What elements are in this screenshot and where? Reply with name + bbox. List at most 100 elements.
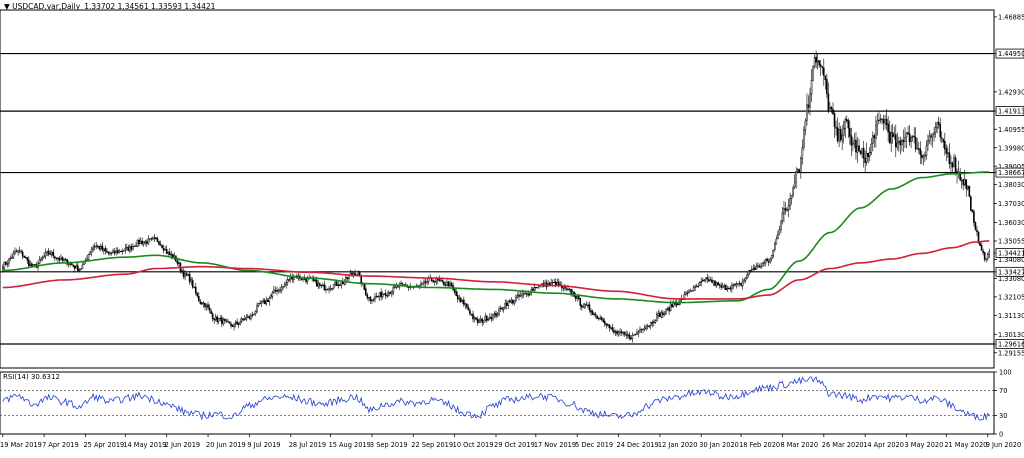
svg-text:30: 30 xyxy=(999,412,1007,420)
y-tick-label: 1.33080 xyxy=(994,275,1024,283)
candle xyxy=(594,312,597,319)
candle xyxy=(136,239,139,247)
candle xyxy=(449,280,451,287)
candle xyxy=(942,138,945,149)
candle xyxy=(584,302,586,310)
candle xyxy=(205,303,208,311)
candle xyxy=(450,281,453,287)
x-tick-label: 20 Jun 2019 xyxy=(206,434,246,449)
candle xyxy=(827,82,830,114)
candle xyxy=(692,285,695,292)
candle xyxy=(591,309,594,315)
candle xyxy=(712,280,715,287)
candle xyxy=(8,258,10,268)
x-tick-label: 21 May 2020 xyxy=(944,434,987,449)
candle xyxy=(842,120,845,144)
y-tick-label: 1.30130 xyxy=(994,331,1024,339)
moving-average-red xyxy=(2,240,990,300)
candle xyxy=(461,299,464,304)
candle xyxy=(803,126,805,151)
candle xyxy=(914,127,917,153)
candle xyxy=(873,133,876,148)
candle xyxy=(623,331,626,337)
candle xyxy=(974,221,977,232)
candle xyxy=(421,282,424,286)
candle xyxy=(234,320,237,328)
candle xyxy=(626,331,629,339)
candle xyxy=(320,284,323,289)
candle xyxy=(3,261,6,271)
candle xyxy=(279,287,281,294)
candle xyxy=(940,131,943,144)
candle xyxy=(475,317,477,321)
y-tick-label: 1.34421 xyxy=(994,248,1024,258)
candle xyxy=(780,220,782,234)
candle xyxy=(778,225,781,236)
candle xyxy=(106,247,108,254)
candle xyxy=(888,120,891,144)
candle xyxy=(856,136,859,164)
x-tick-label: 22 Sep 2019 xyxy=(411,434,453,449)
candle xyxy=(599,314,601,320)
candle xyxy=(639,326,641,334)
candle xyxy=(698,280,701,286)
candle xyxy=(640,328,643,334)
candle xyxy=(773,241,776,253)
candle xyxy=(386,291,389,299)
candle xyxy=(951,161,954,173)
candle xyxy=(714,280,716,287)
y-tick-label: 1.46885 xyxy=(994,14,1024,22)
candle xyxy=(446,278,448,287)
svg-text:22 Sep 2019: 22 Sep 2019 xyxy=(411,441,453,449)
candle xyxy=(122,250,125,252)
candle xyxy=(233,323,235,331)
candle xyxy=(268,296,271,306)
candle xyxy=(11,253,13,260)
svg-text:3 Sep 2019: 3 Sep 2019 xyxy=(370,441,408,449)
candle xyxy=(49,250,52,256)
candle xyxy=(262,297,264,304)
candle xyxy=(764,258,767,267)
candle xyxy=(968,185,971,198)
candle xyxy=(588,301,591,313)
candle xyxy=(493,310,496,318)
candle xyxy=(608,324,611,332)
candle xyxy=(490,313,493,322)
x-tick-label: 3 Sep 2019 xyxy=(370,434,408,449)
candle xyxy=(919,141,922,165)
candle xyxy=(515,294,517,303)
y-tick-label: 1.36030 xyxy=(994,219,1024,227)
candle xyxy=(155,237,157,240)
y-tick-label: 1.39005 xyxy=(994,163,1024,171)
candle xyxy=(622,331,624,337)
candle xyxy=(597,316,600,321)
candle xyxy=(879,114,882,124)
svg-text:9 Jun 2020: 9 Jun 2020 xyxy=(986,441,1021,449)
candle xyxy=(118,248,120,254)
candle xyxy=(960,177,963,189)
candle xyxy=(338,283,341,287)
candle xyxy=(6,260,9,268)
candle xyxy=(119,250,122,253)
candle xyxy=(391,290,393,298)
candle xyxy=(145,239,148,248)
candle xyxy=(81,262,84,269)
candle xyxy=(168,248,171,256)
candle xyxy=(516,292,519,299)
y-tick-label: 1.29616 xyxy=(994,339,1024,349)
candle xyxy=(334,280,336,287)
candle xyxy=(746,271,749,279)
candle xyxy=(470,313,473,317)
candle xyxy=(631,332,634,343)
y-tick-label: 1.44950 xyxy=(994,48,1024,59)
candle xyxy=(580,303,583,311)
candle xyxy=(830,106,833,114)
candle xyxy=(239,318,241,326)
candle xyxy=(210,308,212,314)
candle xyxy=(248,315,251,320)
candle xyxy=(29,260,32,267)
x-tick-label: 28 Jul 2019 xyxy=(289,434,326,449)
candle xyxy=(256,302,258,314)
candle xyxy=(850,127,853,156)
candle xyxy=(731,282,733,293)
